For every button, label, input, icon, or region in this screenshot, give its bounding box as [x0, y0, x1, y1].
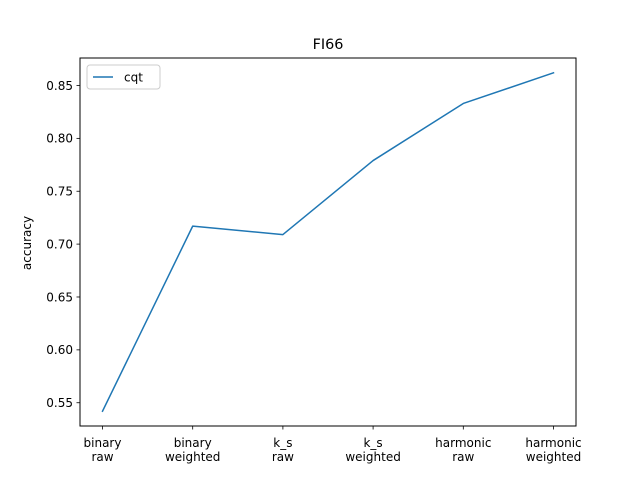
x-tick-label: binary	[174, 436, 212, 450]
legend-box	[86, 64, 161, 90]
x-tick-label: k_s	[363, 436, 382, 450]
x-tick-label: k_s	[273, 436, 292, 450]
series-line-cqt	[101, 71, 555, 413]
x-tick-label: raw	[91, 450, 113, 464]
y-tick-label: 0.75	[46, 185, 73, 199]
y-tick-label: 0.60	[46, 343, 73, 357]
y-tick-label: 0.65	[46, 290, 73, 304]
plot-area: 0.550.600.650.700.750.800.85binaryrawbin…	[46, 64, 582, 464]
x-tick-label: weighted	[526, 450, 581, 464]
x-tick-label: raw	[272, 450, 294, 464]
x-tick-label: binary	[84, 436, 122, 450]
chart-title: FI66	[313, 37, 344, 53]
legend-label: cqt	[124, 70, 143, 84]
x-tick-label: weighted	[345, 450, 400, 464]
y-tick-label: 0.80	[46, 132, 73, 146]
x-tick-label: weighted	[165, 450, 220, 464]
y-tick-label: 0.70	[46, 237, 73, 251]
y-axis-label: accuracy	[20, 216, 34, 270]
x-tick-label: harmonic	[435, 436, 491, 450]
y-tick-label: 0.85	[46, 79, 73, 93]
x-tick-label: raw	[452, 450, 474, 464]
axes-frame	[79, 57, 577, 427]
x-tick-label: harmonic	[525, 436, 581, 450]
y-tick-label: 0.55	[46, 396, 73, 410]
